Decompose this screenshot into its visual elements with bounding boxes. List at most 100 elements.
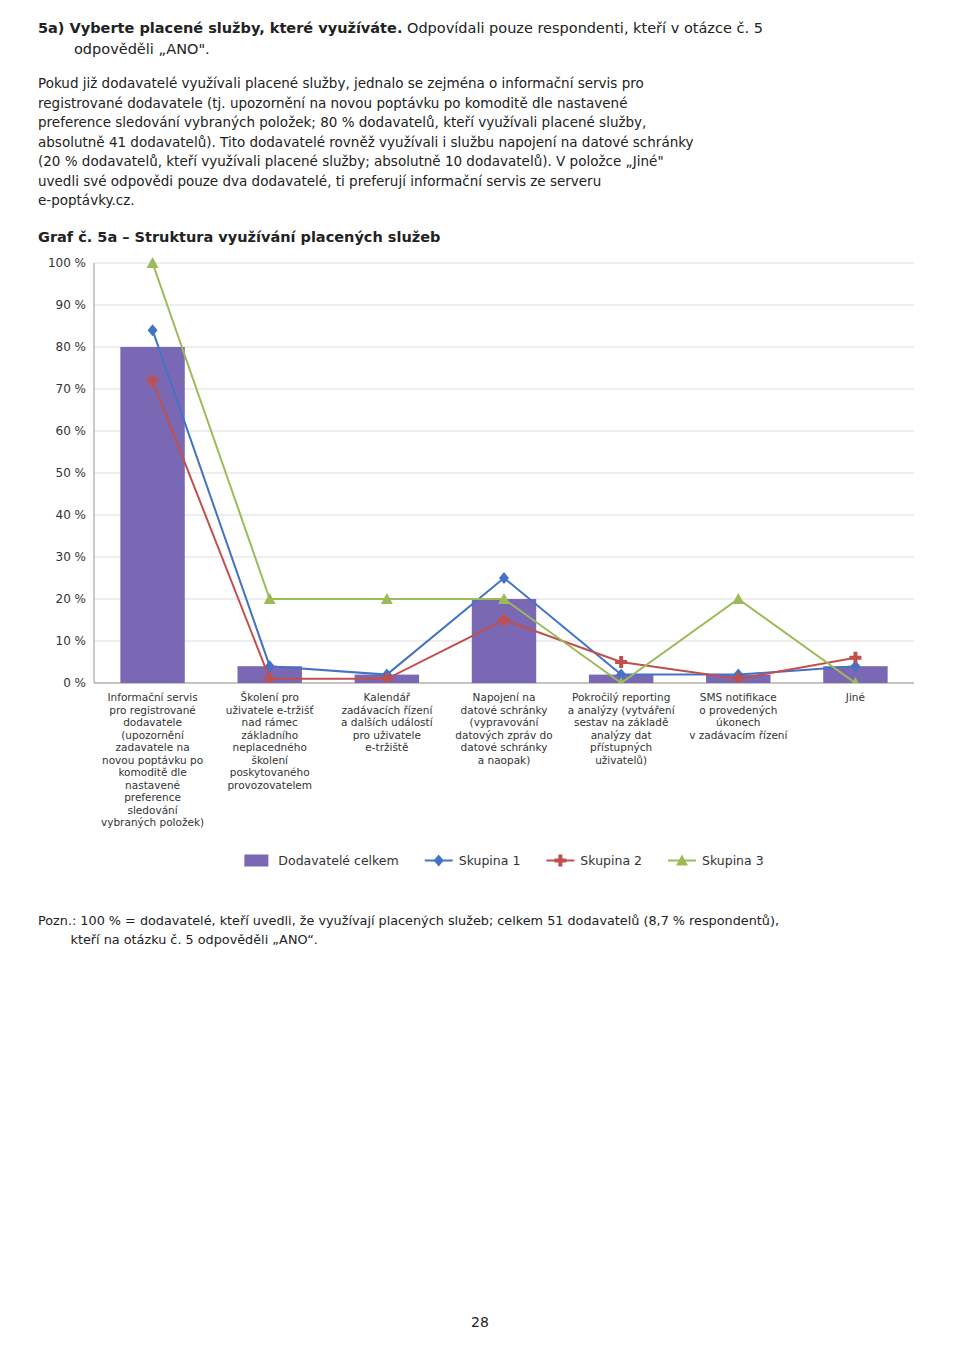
paragraph: Pokud již dodavatelé využívali placené s… xyxy=(38,74,922,211)
page-number: 28 xyxy=(0,1314,960,1330)
marker xyxy=(676,854,688,865)
x-tick-label-line: základního xyxy=(241,728,298,740)
legend-label: Skupina 3 xyxy=(702,852,764,867)
y-tick-label: 80 % xyxy=(56,340,87,354)
x-tick-label: Informační servispro registrovanédodavat… xyxy=(101,691,204,828)
marker xyxy=(381,673,393,683)
chart: 0 %10 %20 %30 %40 %50 %60 %70 %80 %90 %1… xyxy=(38,251,922,901)
marker xyxy=(732,673,744,683)
y-tick-label: 50 % xyxy=(56,466,87,480)
grid-line xyxy=(94,262,914,263)
x-tick-label-line: e-tržiště xyxy=(365,741,408,753)
x-tick-label: Jiné xyxy=(845,691,865,703)
legend-label: Dodavatelé celkem xyxy=(278,852,398,867)
grid-line xyxy=(94,304,914,305)
x-tick-label-line: a dalších událostí xyxy=(341,716,434,728)
marker xyxy=(498,614,510,626)
y-tick-label: 70 % xyxy=(56,382,87,396)
x-tick-label: Napojení nadatové schránky(vypravovánída… xyxy=(455,691,552,766)
x-tick-label-line: pro uživatele xyxy=(353,728,421,740)
x-tick-label-line: pro registrované xyxy=(109,703,196,715)
heading-bold: 5a) Vyberte placené služby, které využív… xyxy=(38,20,402,36)
marker xyxy=(849,652,861,664)
line xyxy=(153,381,856,679)
y-tick-label: 10 % xyxy=(56,634,87,648)
marks xyxy=(120,257,887,683)
legend-item: Dodavatelé celkem xyxy=(244,852,398,867)
x-tick-label-line: vybraných položek) xyxy=(101,816,204,828)
line xyxy=(153,263,856,683)
x-tick-label-line: Pokročilý reporting xyxy=(572,691,670,703)
x-tick-label-line: zadavatele na xyxy=(116,741,190,753)
x-tick-label-line: (vypravování xyxy=(470,716,540,728)
legend-item: Skupina 2 xyxy=(546,852,642,867)
x-tick-label-line: uživatele e-tržišť xyxy=(226,703,314,715)
legend-label: Skupina 1 xyxy=(459,852,521,867)
marker xyxy=(381,593,393,604)
x-tick-label-line: Informační servis xyxy=(107,691,197,703)
marker xyxy=(615,677,627,683)
x-tick-label-line: školení xyxy=(251,753,289,765)
marker xyxy=(147,375,159,387)
y-axis-line xyxy=(94,263,95,683)
x-tick-label-line: úkonech xyxy=(716,716,760,728)
x-tick-label-line: Napojení na xyxy=(473,691,536,703)
x-tick-label: Kalendářzadávacích řízenía dalších událo… xyxy=(341,691,434,753)
marker xyxy=(264,593,276,604)
x-tick-label-line: poskytovaného xyxy=(230,766,310,778)
x-tick-label-line: sledování xyxy=(127,803,178,815)
x-tick-label-line: datové schránky xyxy=(461,741,548,753)
marker xyxy=(498,593,510,604)
x-tick-label-line: analýzy dat xyxy=(591,728,652,740)
legend-item: Skupina 3 xyxy=(668,852,764,867)
x-tick-label-line: sestav na základě xyxy=(574,716,668,728)
x-tick-label-line: přístupných xyxy=(590,741,652,753)
y-tick-label: 20 % xyxy=(56,592,87,606)
legend-label: Skupina 2 xyxy=(580,852,642,867)
x-tick-label-line: nastavené xyxy=(125,778,180,790)
legend: Dodavatelé celkem Skupina 1 Skupina 2 Skupi… xyxy=(244,852,763,867)
y-tick-label: 100 % xyxy=(48,256,86,270)
y-tick-label: 60 % xyxy=(56,424,87,438)
grid-line xyxy=(94,346,914,347)
x-tick-label-line: provozovatelem xyxy=(227,778,312,790)
y-tick-label: 40 % xyxy=(56,508,87,522)
content: 5a) Vyberte placené služby, které využív… xyxy=(38,18,922,949)
marker xyxy=(434,854,444,866)
y-axis: 0 %10 %20 %30 %40 %50 %60 %70 %80 %90 %1… xyxy=(48,256,86,690)
x-tick-label-line: a naopak) xyxy=(478,753,531,765)
x-tick-label-line: Školení pro xyxy=(241,691,299,703)
x-tick-label-line: (upozornění xyxy=(121,728,185,740)
chart-title: Graf č. 5a – Struktura využívání placený… xyxy=(38,229,922,245)
heading-line: 5a) Vyberte placené služby, které využív… xyxy=(38,18,922,39)
y-tick-label: 0 % xyxy=(63,676,86,690)
x-tick-label-line: o provedených xyxy=(699,703,777,715)
marker xyxy=(849,677,861,683)
bar xyxy=(472,599,536,683)
x-tick-label-line: datových zpráv do xyxy=(455,728,552,740)
line xyxy=(153,330,856,674)
x-tick-label-line: SMS notifikace xyxy=(700,691,777,703)
x-tick-label-line: a analýzy (vytváření xyxy=(568,703,676,715)
x-tick-label-line: datové schránky xyxy=(461,703,548,715)
heading: 5a) Vyberte placené služby, které využív… xyxy=(38,18,922,60)
note: Pozn.: 100 % = dodavatelé, kteří uvedli,… xyxy=(38,911,922,949)
grid-line xyxy=(94,472,914,473)
marker xyxy=(499,572,509,584)
grid-line xyxy=(94,430,914,431)
x-tick-label-line: zadávacích řízení xyxy=(341,703,433,715)
marker xyxy=(615,656,627,668)
x-tick-label-line: preference xyxy=(124,791,181,803)
marker xyxy=(554,854,566,866)
page: {"page": { "heading_bold": "5a) Vyberte … xyxy=(0,0,960,1358)
grid xyxy=(94,263,914,683)
legend-item: Skupina 1 xyxy=(425,852,521,867)
grid-line xyxy=(94,556,914,557)
marker xyxy=(148,324,158,336)
legend-swatch xyxy=(244,854,268,866)
x-tick-label-line: komoditě dle xyxy=(118,766,186,778)
y-tick-label: 30 % xyxy=(56,550,87,564)
x-tick-label-line: uživatelů) xyxy=(595,753,647,765)
heading-text: odpověděli „ANO". xyxy=(38,39,922,60)
x-tick-label: SMS notifikaceo provedenýchúkonechv zadá… xyxy=(689,691,788,741)
